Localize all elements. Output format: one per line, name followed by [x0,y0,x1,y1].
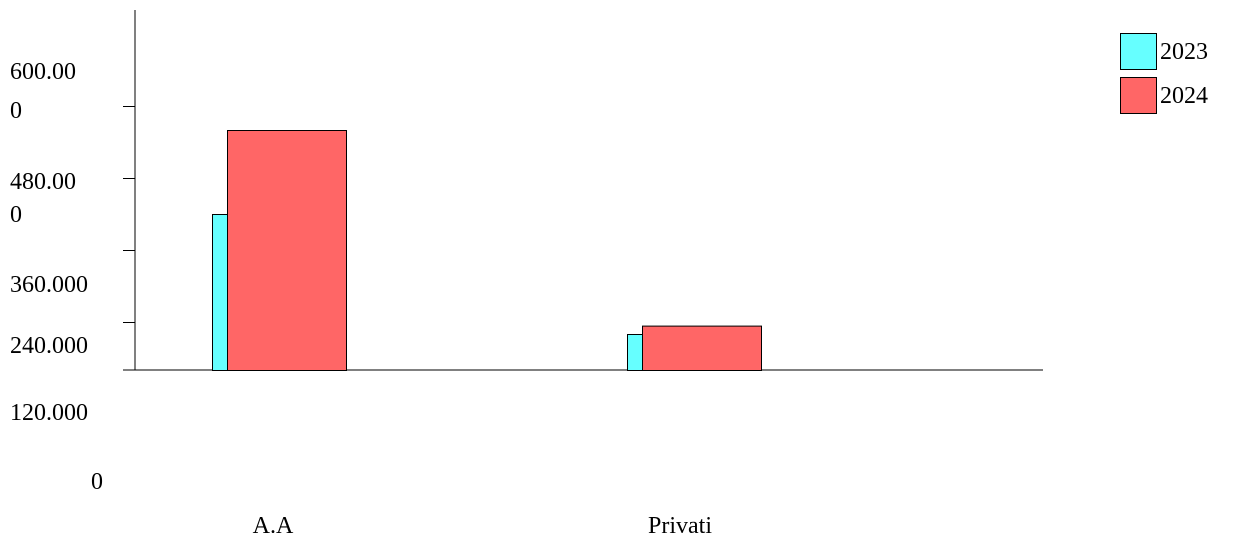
y-tick-label: 240.000 [10,333,88,359]
category-labels: A.A Privati [253,513,713,539]
y-tick-label: 0 [10,202,22,228]
y-tick-label: 360.000 [10,272,88,298]
y-tick-label: 600.00 [10,59,76,85]
category-label-privati: Privati [648,513,712,539]
legend-swatch-2023 [1120,33,1157,70]
bar-2024-a-a [227,130,347,371]
category-label-a-a: A.A [253,513,294,539]
bar-2024-privati [642,325,762,372]
y-tick-labels: 600.00 0 480.00 0 360.000 240.000 120.000 0 [10,59,103,495]
bar-2023-a-a [212,214,228,371]
legend-label-2023: 2023 [1160,39,1208,65]
bar-2023-privati [627,334,643,371]
legend: 2023 2024 [1120,33,1208,114]
y-tick-label: 120.000 [10,400,88,426]
y-tick-label: 0 [91,469,103,495]
legend-swatch-2024 [1120,77,1157,114]
bars [212,130,762,372]
legend-label-2024: 2024 [1160,83,1208,109]
y-tick-label: 480.00 [10,169,76,195]
y-tick-label: 0 [10,98,22,124]
